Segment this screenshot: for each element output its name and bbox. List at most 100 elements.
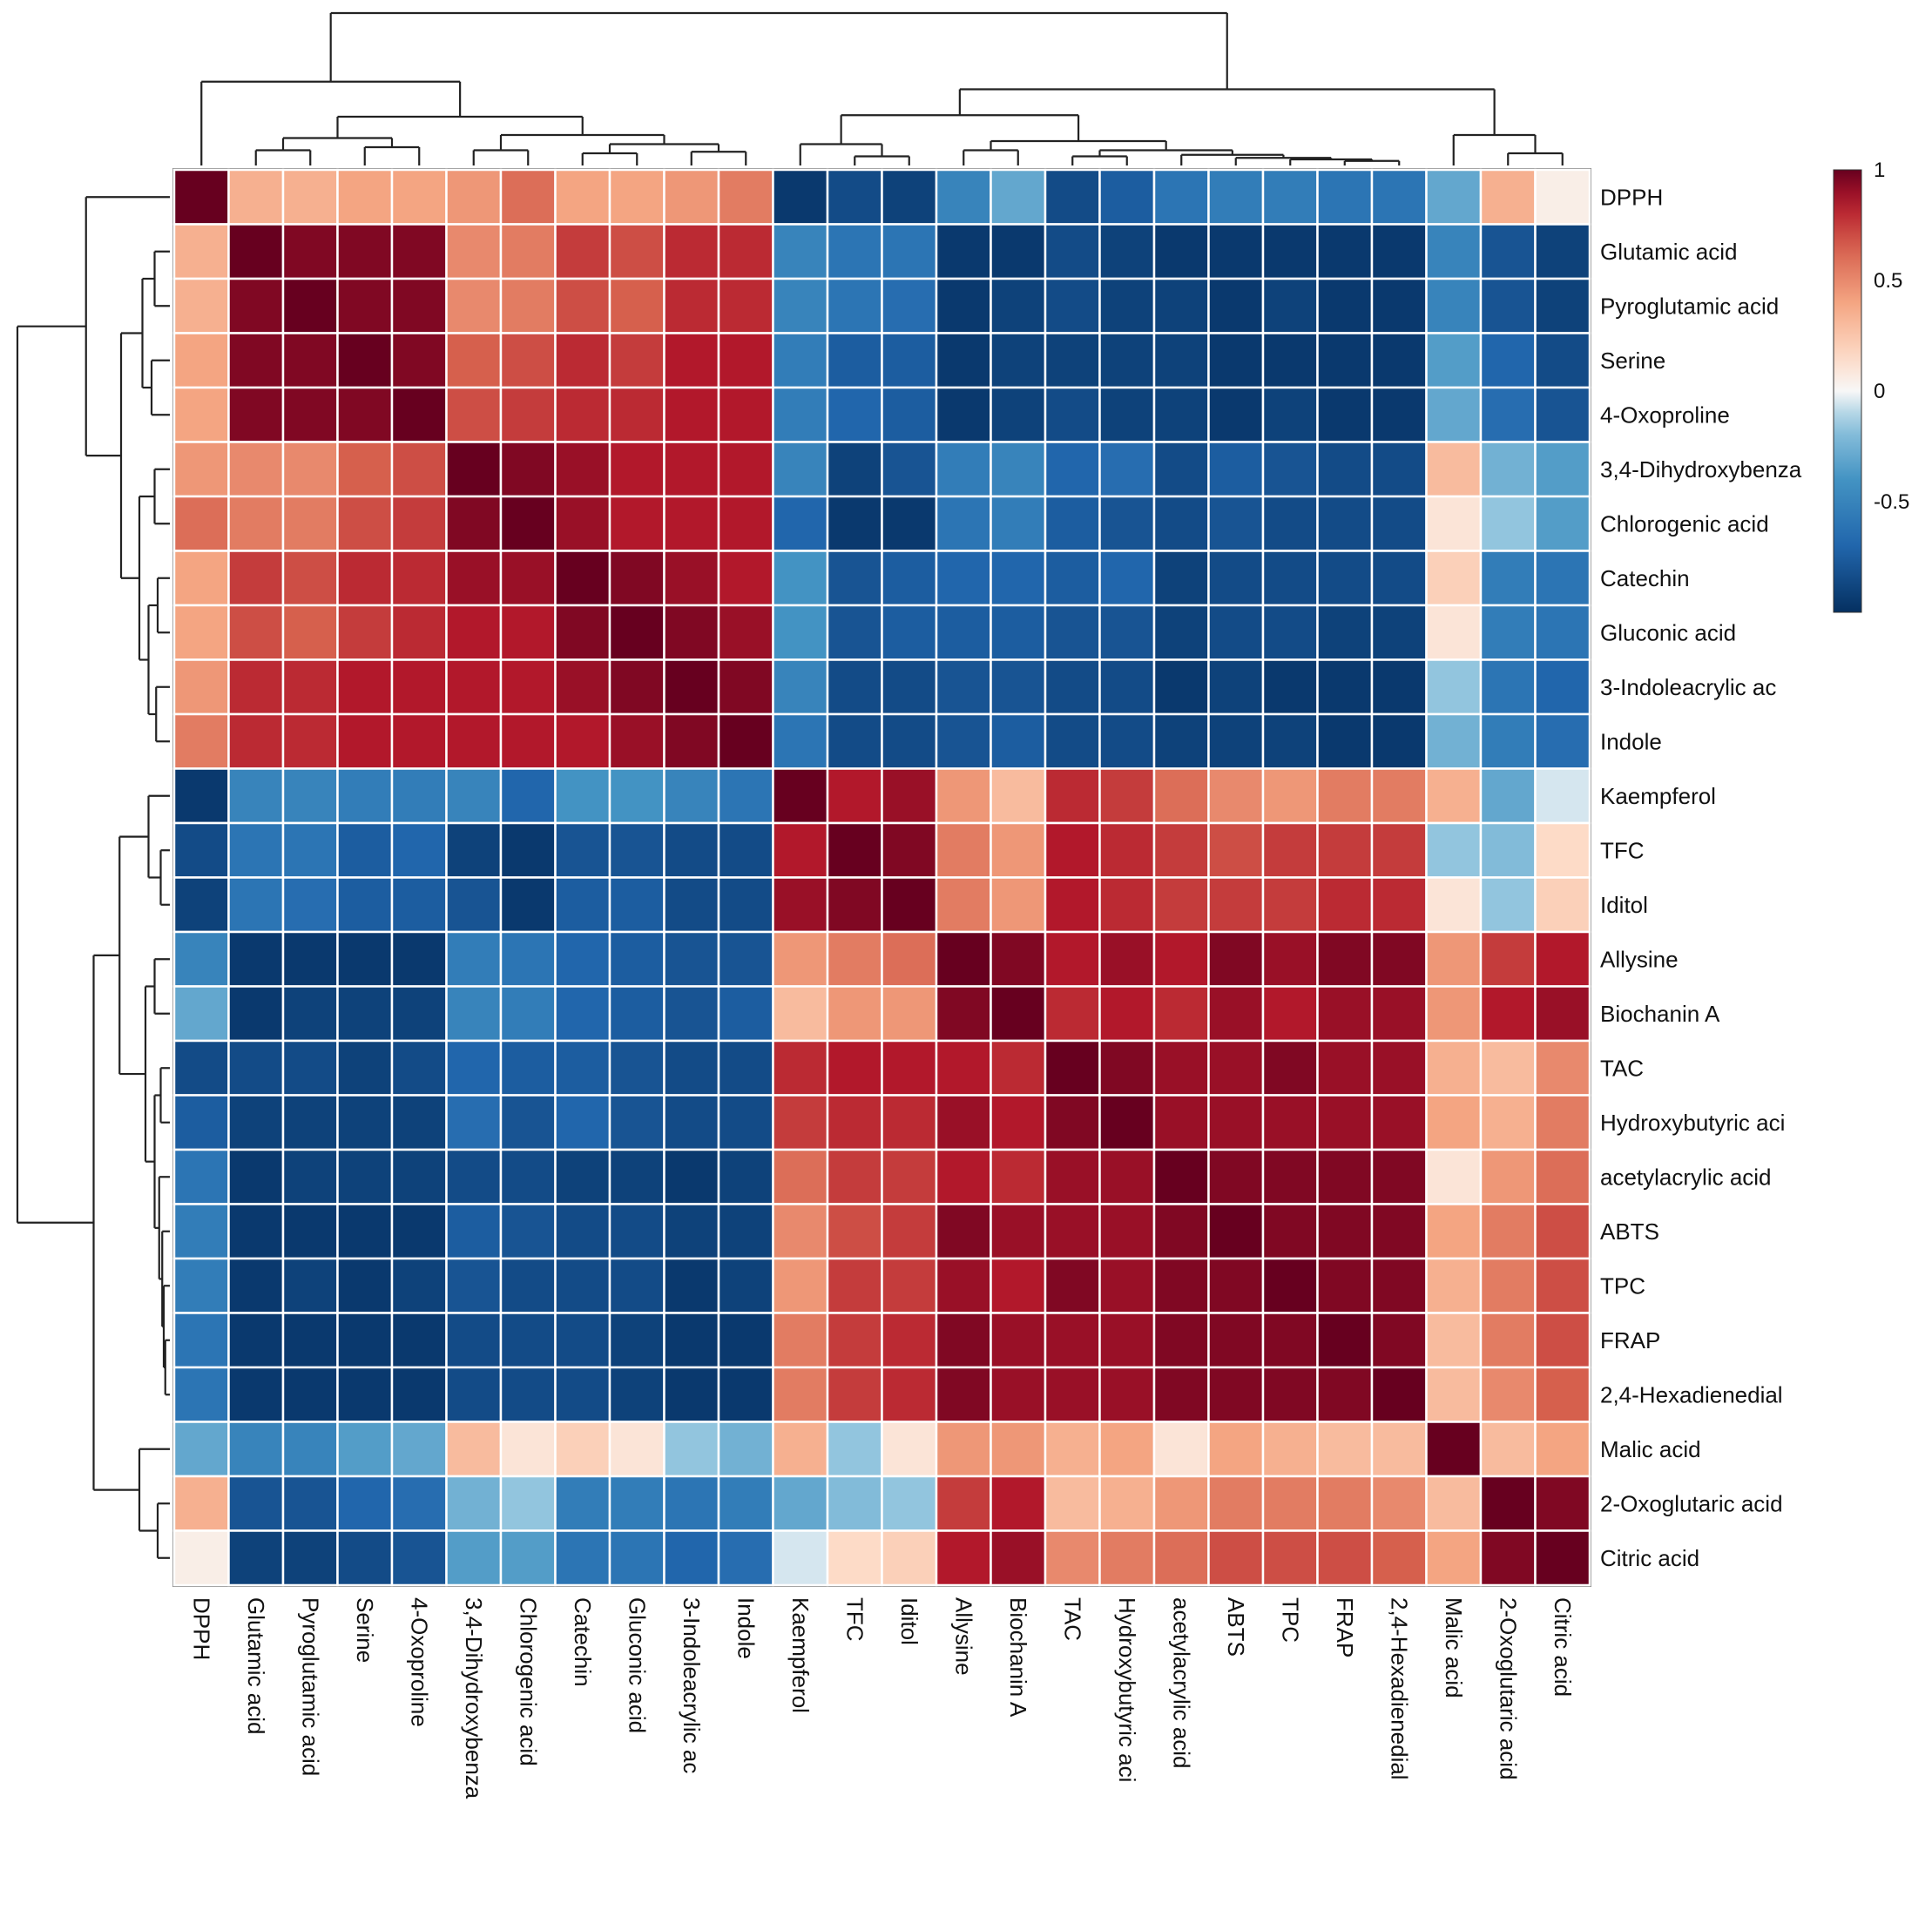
heatmap-cell bbox=[1316, 930, 1374, 988]
heatmap-cell bbox=[1534, 1366, 1591, 1423]
heatmap-cell bbox=[881, 712, 938, 770]
heatmap-cell bbox=[1152, 1148, 1210, 1205]
heatmap-cell bbox=[1207, 767, 1265, 825]
column-label: TFC bbox=[841, 1597, 868, 1642]
heatmap-cell bbox=[826, 277, 883, 334]
heatmap-cell bbox=[1098, 1529, 1156, 1587]
heatmap-cell bbox=[445, 712, 503, 770]
column-label: 2,4-Hexadienedial bbox=[1386, 1597, 1412, 1780]
row-label: 3,4-Dihydroxybenza bbox=[1600, 456, 1802, 483]
heatmap-cell bbox=[172, 1203, 230, 1260]
heatmap-cell bbox=[1044, 441, 1101, 498]
heatmap-cell bbox=[935, 712, 992, 770]
heatmap-cell bbox=[608, 1148, 665, 1205]
heatmap-cell bbox=[1479, 168, 1537, 226]
heatmap-cell bbox=[172, 767, 230, 825]
heatmap-cell bbox=[1316, 168, 1374, 226]
heatmap-cell bbox=[390, 712, 448, 770]
heatmap-cell bbox=[663, 821, 720, 879]
heatmap-cell bbox=[445, 1257, 503, 1314]
column-label: Malic acid bbox=[1441, 1597, 1467, 1698]
row-label: 2,4-Hexadienedial bbox=[1600, 1381, 1783, 1407]
heatmap-cell bbox=[227, 550, 285, 607]
heatmap-cell bbox=[717, 1366, 774, 1423]
heatmap-cell bbox=[1044, 985, 1101, 1043]
heatmap-cell bbox=[717, 1529, 774, 1587]
heatmap-cell bbox=[1044, 767, 1101, 825]
heatmap-cell bbox=[336, 1421, 394, 1478]
heatmap-cell bbox=[1044, 1039, 1101, 1097]
heatmap-cell bbox=[227, 821, 285, 879]
heatmap-cell bbox=[608, 223, 665, 280]
heatmap-cell bbox=[1370, 712, 1428, 770]
heatmap-cell bbox=[772, 1366, 829, 1423]
heatmap-cell bbox=[717, 1475, 774, 1532]
heatmap-cell bbox=[990, 712, 1047, 770]
heatmap-cell bbox=[1316, 1203, 1374, 1260]
column-label: Allysine bbox=[950, 1597, 976, 1676]
heatmap-cell bbox=[1425, 277, 1483, 334]
heatmap-cell bbox=[608, 1094, 665, 1151]
heatmap-cell bbox=[608, 277, 665, 334]
heatmap-cell bbox=[1479, 223, 1537, 280]
heatmap-cell bbox=[1425, 223, 1483, 280]
heatmap-cell bbox=[390, 1148, 448, 1205]
heatmap-cell bbox=[1261, 985, 1319, 1043]
heatmap-cell bbox=[1152, 876, 1210, 934]
heatmap-cell bbox=[1044, 930, 1101, 988]
heatmap-cell bbox=[772, 1257, 829, 1314]
heatmap-cell bbox=[1261, 386, 1319, 443]
row-label: Kaempferol bbox=[1600, 783, 1716, 809]
heatmap-cell bbox=[172, 1475, 230, 1532]
heatmap-cell bbox=[1261, 658, 1319, 716]
heatmap-cell bbox=[826, 223, 883, 280]
heatmap-cell bbox=[499, 223, 557, 280]
heatmap-cell bbox=[390, 1475, 448, 1532]
heatmap-cell bbox=[390, 821, 448, 879]
heatmap-cell bbox=[663, 876, 720, 934]
heatmap-cell bbox=[717, 1094, 774, 1151]
heatmap-cell bbox=[1534, 712, 1591, 770]
heatmap-cell bbox=[663, 550, 720, 607]
heatmap-cell bbox=[227, 1094, 285, 1151]
heatmap-cell bbox=[1207, 441, 1265, 498]
heatmap-cell bbox=[336, 1529, 394, 1587]
heatmap-cell bbox=[227, 1203, 285, 1260]
heatmap-cell bbox=[1370, 876, 1428, 934]
heatmap-cell bbox=[499, 658, 557, 716]
heatmap-cell bbox=[1534, 1148, 1591, 1205]
heatmap-cell bbox=[881, 1094, 938, 1151]
heatmap-cell bbox=[1261, 1529, 1319, 1587]
heatmap-cell bbox=[554, 604, 611, 661]
heatmap-cell bbox=[390, 604, 448, 661]
heatmap-cell bbox=[1425, 876, 1483, 934]
heatmap-cell bbox=[281, 332, 339, 389]
heatmap-cell bbox=[1534, 604, 1591, 661]
heatmap-cell bbox=[881, 1257, 938, 1314]
heatmap-cell bbox=[1152, 767, 1210, 825]
column-label: Biochanin A bbox=[1005, 1597, 1031, 1718]
heatmap-cell bbox=[1425, 550, 1483, 607]
heatmap-cell bbox=[608, 1203, 665, 1260]
heatmap-cell bbox=[1207, 821, 1265, 879]
row-label: Chlorogenic acid bbox=[1600, 510, 1769, 537]
heatmap-cell bbox=[554, 876, 611, 934]
heatmap-cell bbox=[554, 821, 611, 879]
heatmap-cell bbox=[935, 1366, 992, 1423]
heatmap-cell bbox=[554, 223, 611, 280]
heatmap-cell bbox=[281, 441, 339, 498]
heatmap-cell bbox=[1044, 277, 1101, 334]
heatmap-cell bbox=[1098, 1421, 1156, 1478]
heatmap-cell bbox=[499, 1366, 557, 1423]
heatmap-cell bbox=[1261, 168, 1319, 226]
heatmap-cell bbox=[1207, 1421, 1265, 1478]
heatmap-cell bbox=[445, 223, 503, 280]
heatmap-cell bbox=[554, 1529, 611, 1587]
heatmap-cell bbox=[1479, 277, 1537, 334]
heatmap-cell bbox=[935, 495, 992, 552]
heatmap-cell bbox=[1425, 1366, 1483, 1423]
heatmap-cell bbox=[1534, 332, 1591, 389]
heatmap-cell bbox=[1425, 1529, 1483, 1587]
heatmap-cell bbox=[390, 1203, 448, 1260]
heatmap-cell bbox=[1044, 1475, 1101, 1532]
